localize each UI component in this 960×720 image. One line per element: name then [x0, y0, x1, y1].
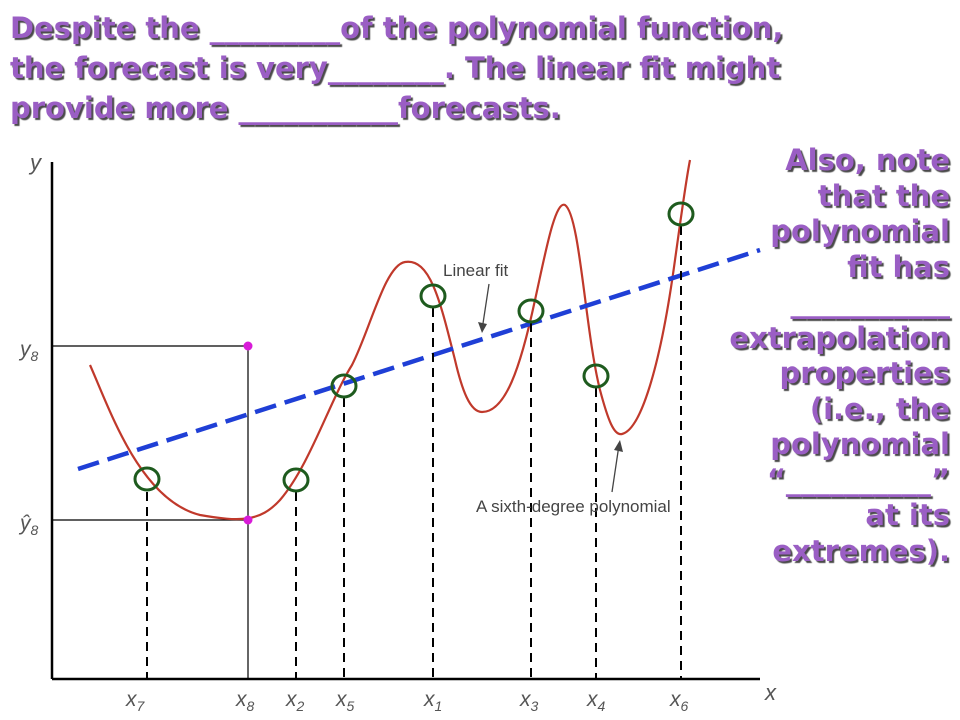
x-tick-x2: x2	[285, 688, 305, 714]
y-axis-label: y	[28, 150, 43, 175]
side-note-line-11: at its	[865, 498, 950, 532]
polynomial-curve	[88, 159, 692, 521]
y8-label: y8	[18, 338, 39, 364]
side-note-line-8: (i.e., the	[809, 391, 950, 426]
x-tick-x6: x6	[669, 688, 689, 714]
data-point-x1	[419, 283, 447, 309]
side-note-line-12: extremes).	[772, 533, 950, 568]
y8hat-label: ŷ8	[18, 512, 39, 538]
side-note-line-10: “__________”	[766, 462, 950, 497]
data-point-x2	[282, 467, 310, 493]
polynomial-arrow	[611, 444, 620, 493]
side-note-line-5: ___________	[790, 285, 951, 319]
heading-line-3: provide more ___________forecasts.	[10, 91, 561, 125]
linear-fit-arrow	[481, 283, 490, 331]
linear-fit-label: Linear fit	[443, 261, 508, 280]
side-note: Also, note that the polynomial fit has _…	[710, 143, 950, 569]
side-note-line-3: polynomial	[770, 214, 950, 248]
x-tick-x8: x8	[235, 688, 255, 714]
side-note-line-9: polynomial	[770, 427, 950, 461]
data-point-x5	[330, 373, 358, 399]
x-tick-x7: x7	[125, 688, 146, 714]
data-points	[133, 201, 695, 493]
side-note-line-4: fit has	[847, 249, 950, 284]
y8-point	[243, 341, 253, 351]
x-tick-x4: x4	[586, 688, 606, 714]
x-tick-labels: x7 x8 x2 x5 x1 x3 x4 x6	[125, 688, 689, 714]
x-tick-x5: x5	[335, 688, 355, 714]
data-point-x7	[133, 466, 161, 492]
side-note-line-2: that the	[817, 178, 950, 213]
droplines	[146, 226, 682, 679]
heading-line-1: Despite the _________of the polynomial f…	[10, 11, 784, 45]
side-note-line-6: extrapolation	[729, 320, 950, 355]
y8hat-point	[243, 515, 253, 525]
x-tick-x1: x1	[423, 688, 442, 714]
linear-fit-arrowhead	[478, 322, 487, 333]
data-point-x4	[582, 363, 610, 389]
x-axis-label: x	[764, 680, 777, 705]
polynomial-arrowhead	[614, 440, 623, 452]
side-note-line-1: Also, note	[785, 143, 950, 177]
heading: Despite the _________of the polynomial f…	[10, 8, 955, 128]
data-point-x3	[517, 298, 545, 324]
heading-line-2: the forecast is very________. The linear…	[10, 51, 781, 85]
polynomial-label: A sixth-degree polynomial	[476, 497, 671, 516]
data-point-x6	[667, 201, 695, 227]
linear-fit-line	[77, 247, 761, 472]
side-note-line-7: properties	[779, 356, 950, 390]
x-tick-x3: x3	[519, 688, 539, 714]
